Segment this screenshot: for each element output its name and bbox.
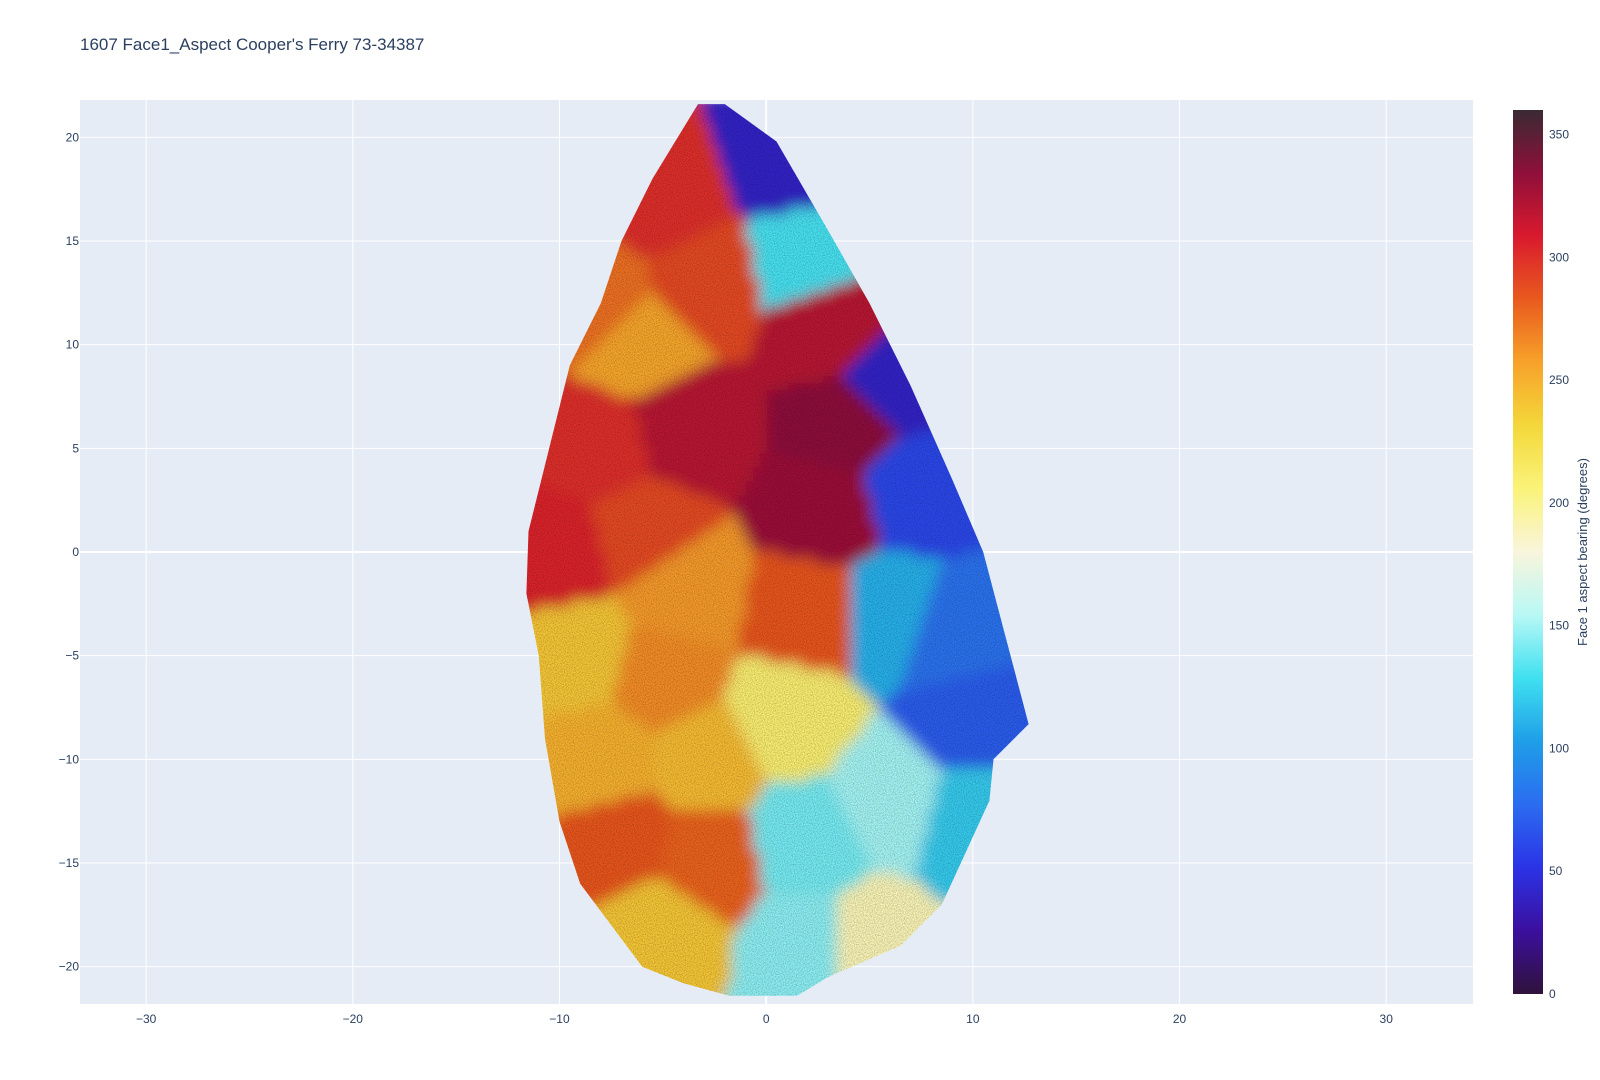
y-tick-label: 10 [66,338,80,352]
x-tick-label: 20 [1173,1012,1187,1026]
y-tick-label: −15 [59,856,80,870]
x-tick-label: −30 [136,1012,157,1026]
y-tick-label: 0 [72,545,79,559]
y-tick-label: −10 [59,752,80,766]
x-tick-label: 0 [763,1012,770,1026]
y-tick-label: −5 [65,649,79,663]
x-tick-label: 30 [1380,1012,1394,1026]
chart-title: 1607 Face1_Aspect Cooper's Ferry 73-3438… [80,35,424,54]
y-tick-label: −20 [59,960,80,974]
x-tick-label: −10 [549,1012,570,1026]
y-tick-label: 5 [72,441,79,455]
x-tick-label: 10 [966,1012,980,1026]
y-tick-label: 15 [66,234,80,248]
y-tick-label: 20 [66,130,80,144]
x-tick-label: −20 [343,1012,364,1026]
x-axis: −30 −20 −10 0 10 20 30 [136,1012,1393,1026]
y-axis: 20 15 10 5 0 −5 −10 −15 −20 [59,130,80,973]
